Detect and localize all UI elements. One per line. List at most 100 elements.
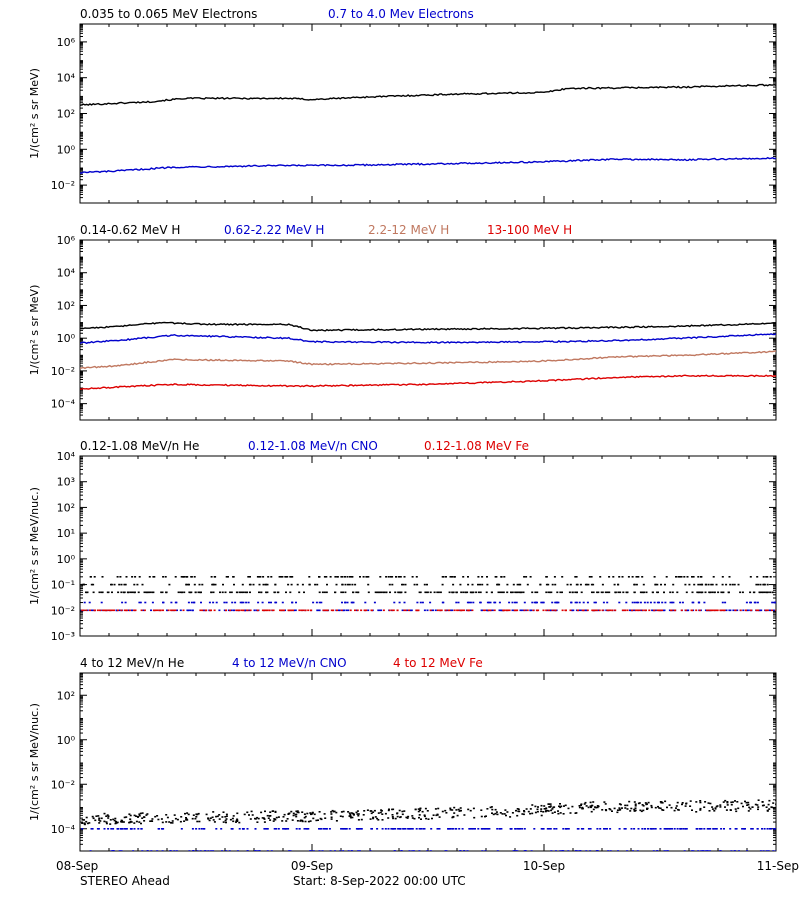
data-point [748,806,751,809]
data-point [560,850,563,851]
data-point [612,576,615,578]
data-point [357,819,360,821]
data-point [466,850,469,851]
data-point [436,591,439,594]
data-point [712,576,715,578]
data-point [563,805,565,807]
data-point [516,609,519,612]
data-point [763,583,766,586]
data-point [664,583,666,586]
data-point [503,813,506,815]
data-point [407,815,410,818]
data-point [617,850,619,851]
data-point [471,583,474,586]
data-point [529,808,532,810]
data-point [566,583,569,586]
data-point [436,828,439,830]
data-point [514,609,517,612]
data-point [191,817,194,820]
data-point [481,583,484,586]
data-point [275,828,278,830]
data-point [746,609,749,612]
data-point [429,591,432,594]
data-point [684,609,687,612]
data-point [485,815,487,817]
legend-0-14-0-62-mev-h: 0.14-0.62 MeV H [80,223,180,237]
data-point [355,591,358,594]
data-point [96,609,99,612]
data-point [199,609,202,612]
data-point [742,609,745,612]
data-point [348,812,351,814]
data-point [225,818,228,820]
data-point [399,816,402,819]
data-point [344,583,347,586]
data-point [160,591,163,594]
data-point [225,813,228,816]
data-point [464,591,467,594]
data-point [171,820,174,822]
data-point [90,609,93,612]
data-point [93,576,96,578]
data-point [112,818,115,821]
data-point [711,806,714,808]
data-point [640,591,643,594]
data-point [288,850,290,851]
data-point [107,609,110,612]
data-point [273,818,276,820]
data-point [420,818,422,820]
data-point [83,823,86,826]
data-point [446,609,448,612]
data-point [305,828,308,830]
data-point [537,806,539,808]
data-point [551,583,554,586]
data-point [519,591,522,594]
data-point [418,850,421,851]
data-point [439,591,442,594]
data-point [453,812,456,814]
data-point [542,828,545,830]
data-point [533,601,536,604]
data-point [438,816,441,818]
data-point [225,815,228,817]
data-point [471,609,474,612]
data-point [335,583,338,586]
data-point [290,810,293,813]
data-point [578,805,581,807]
data-point [223,601,226,604]
data-point [595,850,598,851]
data-point [705,583,708,586]
data-point [236,850,239,851]
data-point [624,828,627,830]
data-point [261,817,264,819]
data-point [225,601,228,604]
data-point [679,601,682,604]
panel-data [80,576,776,612]
data-point [349,814,352,816]
data-point [345,828,348,830]
data-point [513,850,516,851]
data-point [394,828,397,830]
data-point [252,583,255,586]
data-point [285,591,287,594]
data-point [695,801,698,803]
data-point [683,850,686,851]
data-point [186,576,189,578]
data-point [344,828,347,830]
data-point [221,850,223,851]
data-point [266,609,269,612]
data-point [91,828,94,830]
legend-0-7-to-4-0-mev-electrons: 0.7 to 4.0 Mev Electrons [328,7,474,21]
data-point [455,591,458,594]
data-point [188,583,190,586]
data-point [356,813,359,815]
data-point [110,828,113,830]
data-point [133,828,136,830]
data-point [522,591,525,594]
data-point [662,809,665,811]
data-point [83,601,86,604]
data-point [377,609,380,612]
data-point [277,816,280,818]
data-point [221,816,224,818]
data-point [229,818,232,821]
